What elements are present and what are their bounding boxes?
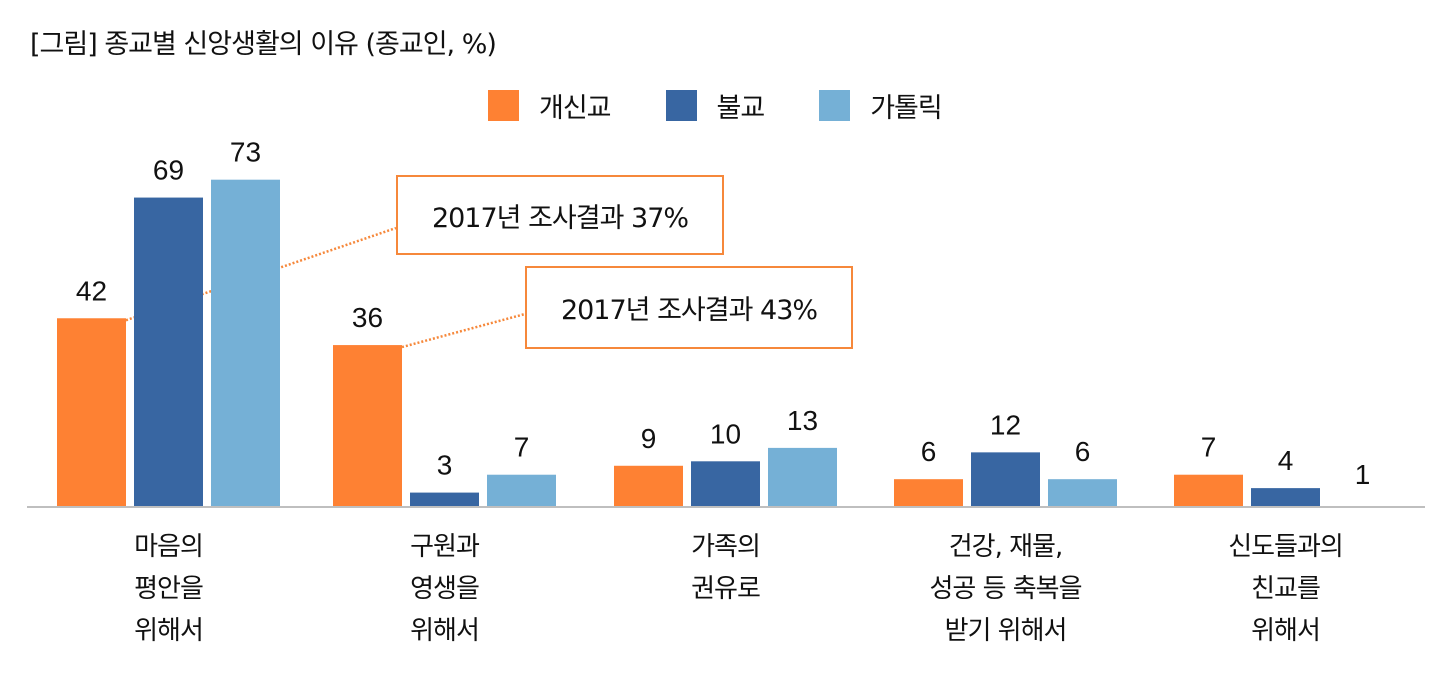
legend-swatch-buddhism [665,90,697,121]
bar-catholic-1 [487,474,556,506]
bars [57,179,1320,506]
bar-buddhism-0 [134,197,203,506]
value-label-buddhism-2: 10 [710,418,741,449]
callout-2017-result-1: 2017년 조사결과 37% [396,175,724,255]
leader-line-1 [401,312,526,349]
callout-2017-result-2: 2017년 조사결과 43% [525,266,853,349]
bar-protestant-3 [894,479,963,506]
legend-label-protestant: 개신교 [539,93,612,124]
value-label-protestant-0: 42 [76,275,107,306]
leader-line-0 [125,226,397,322]
value-label-catholic-1: 7 [514,432,530,463]
value-label-buddhism-3: 12 [990,409,1021,440]
bar-catholic-0 [211,179,280,506]
value-label-buddhism-1: 3 [437,450,453,481]
bar-protestant-4 [1174,474,1243,506]
legend-swatch-catholic [819,90,851,121]
legend-item-catholic: 가톨릭 [819,86,943,125]
bar-buddhism-2 [691,461,760,506]
bar-buddhism-4 [1251,488,1320,506]
value-label-protestant-2: 9 [641,423,657,454]
category-label-1: 구원과 영생을 위해서 [410,532,480,646]
value-label-protestant-1: 36 [352,302,383,333]
category-label-0: 마음의 평안을 위해서 [134,532,204,646]
value-label-buddhism-4: 4 [1278,445,1294,476]
bar-protestant-0 [57,318,126,506]
legend-label-buddhism: 불교 [716,93,766,124]
value-label-protestant-3: 6 [921,436,937,467]
category-label-2: 가족의 권유로 [691,532,761,604]
leader-lines [125,226,526,349]
bar-catholic-2 [768,447,837,506]
bar-buddhism-3 [971,452,1040,506]
bar-protestant-1 [333,345,402,506]
value-label-catholic-2: 13 [787,405,818,436]
legend-swatch-protestant [488,90,519,121]
bar-buddhism-1 [410,492,479,506]
legend-item-buddhism: 불교 [665,86,766,125]
value-label-catholic-0: 73 [230,137,261,168]
category-label-4: 신도들과의 친교를 위해서 [1228,532,1344,646]
value-labels: 42 69 73 36 3 7 9 10 13 6 12 6 7 4 1 [76,137,1370,490]
legend-item-protestant: 개신교 [488,86,612,125]
value-label-protestant-4: 7 [1201,432,1217,463]
value-label-buddhism-0: 69 [153,155,184,186]
bar-catholic-3 [1048,479,1117,506]
bar-protestant-2 [614,465,683,506]
value-label-catholic-4: 1 [1355,459,1371,490]
legend: 개신교 불교 가톨릭 [488,86,997,125]
value-label-catholic-3: 6 [1075,436,1091,467]
category-label-3: 건강, 재물, 성공 등 축복을 받기 위해서 [929,532,1082,646]
legend-label-catholic: 가톨릭 [870,93,943,124]
chart-title: [그림] 종교별 신앙생활의 이유 (종교인, %) [30,29,497,60]
